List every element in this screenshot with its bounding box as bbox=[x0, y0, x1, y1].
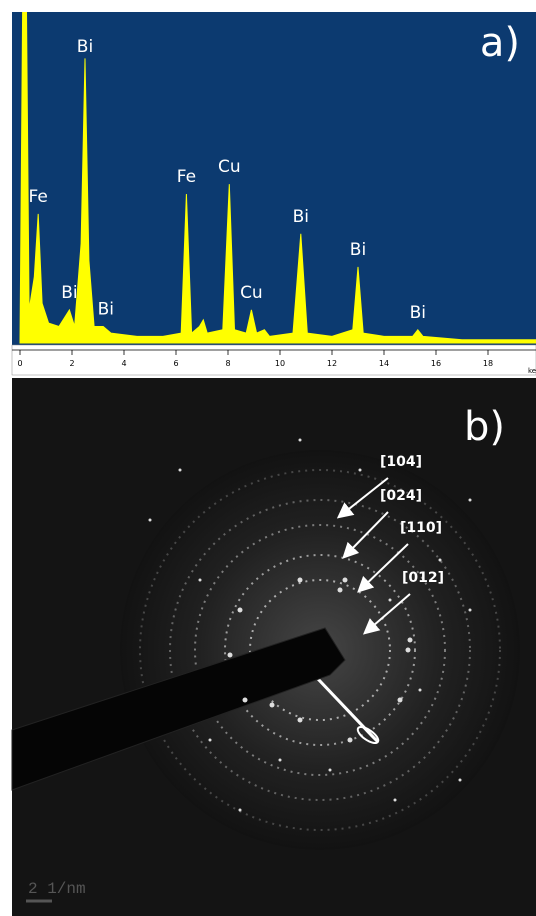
ring-label: [104] bbox=[380, 454, 422, 470]
diffraction-spot bbox=[329, 769, 332, 772]
peak-label: Bi bbox=[61, 283, 77, 303]
diffraction-spot bbox=[469, 499, 472, 502]
diffraction-spot bbox=[149, 519, 152, 522]
ring-label: [110] bbox=[400, 520, 442, 536]
x-tick-label: 8 bbox=[225, 359, 230, 368]
diffraction-spot bbox=[459, 779, 462, 782]
peak-label: Cu bbox=[218, 157, 241, 177]
diffraction-spot bbox=[469, 609, 472, 612]
diffraction-spot bbox=[343, 578, 348, 583]
peak-label: Bi bbox=[77, 37, 93, 57]
diffraction-spot bbox=[299, 439, 302, 442]
peak-label: Bi bbox=[410, 303, 426, 323]
diffraction-spot bbox=[419, 689, 422, 692]
diffraction-spot bbox=[398, 698, 403, 703]
peak-label: Cu bbox=[240, 283, 263, 303]
diffraction-spot bbox=[243, 698, 248, 703]
panel-label: a) bbox=[480, 20, 520, 66]
panel-label: b) bbox=[464, 404, 505, 450]
x-tick-label: 14 bbox=[379, 359, 389, 368]
diffraction-spot bbox=[348, 738, 353, 743]
ring-label: [012] bbox=[402, 570, 444, 586]
ring-label: [024] bbox=[380, 488, 422, 504]
peak-label: Bi bbox=[98, 299, 114, 319]
x-tick-label: 4 bbox=[121, 359, 126, 368]
peak-label: Bi bbox=[293, 207, 309, 227]
x-tick-label: 0 bbox=[17, 359, 22, 368]
x-tick-label: 18 bbox=[483, 359, 493, 368]
diffraction-spot bbox=[408, 638, 413, 643]
diffraction-spot bbox=[228, 653, 233, 658]
diffraction-spot bbox=[298, 578, 303, 583]
diffraction-spot bbox=[270, 703, 275, 708]
diffraction-spot bbox=[394, 799, 397, 802]
x-tick-label: 2 bbox=[69, 359, 74, 368]
x-axis-label: keV bbox=[528, 367, 536, 375]
x-tick-label: 16 bbox=[431, 359, 441, 368]
diffraction-spot bbox=[298, 718, 303, 723]
diffraction-spot bbox=[199, 579, 202, 582]
peak-label: Bi bbox=[350, 240, 366, 260]
diffraction-spot bbox=[239, 809, 242, 812]
diffraction-spot bbox=[338, 588, 343, 593]
peak-label: Fe bbox=[29, 187, 48, 207]
diffraction-spot bbox=[179, 469, 182, 472]
scale-bar-label: 2 1/nm bbox=[28, 880, 86, 898]
diffraction-spot bbox=[238, 608, 243, 613]
page: a) [104] [024] [110] [012] b) 2 1/nm Fe Bi Bi… bbox=[0, 0, 536, 916]
x-tick-label: 12 bbox=[327, 359, 337, 368]
diffraction-spot bbox=[406, 648, 411, 653]
diffraction-spot bbox=[439, 559, 442, 562]
figure: a) [104] [024] [110] [012] b) 2 1/nm Fe Bi Bi… bbox=[0, 0, 536, 916]
peak-label: Fe bbox=[177, 167, 196, 187]
diffraction-spot bbox=[209, 739, 212, 742]
x-tick-label: 10 bbox=[275, 359, 285, 368]
x-tick-label: 6 bbox=[173, 359, 178, 368]
diffraction-spot bbox=[389, 599, 392, 602]
diffraction-spot bbox=[359, 469, 362, 472]
diffraction-spot bbox=[279, 759, 282, 762]
